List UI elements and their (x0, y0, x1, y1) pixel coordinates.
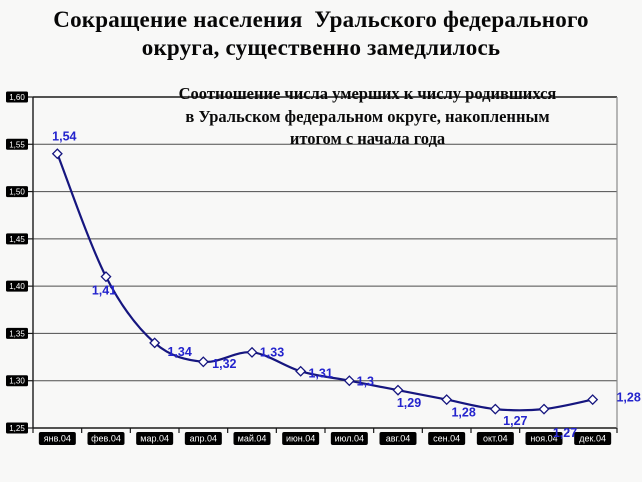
data-point-label: 1,27 (503, 414, 527, 428)
y-tick-label: 1,30 (9, 377, 25, 386)
x-tick-label-box (428, 432, 466, 445)
data-point-label: 1,54 (52, 130, 76, 144)
data-point-marker (149, 337, 161, 349)
data-point-marker (51, 148, 63, 160)
data-point-label: 1,32 (212, 357, 236, 371)
data-point-marker (489, 403, 501, 415)
x-tick-label-box (87, 432, 125, 445)
x-tick-label-box (184, 432, 222, 445)
x-tick-label: сен.04 (433, 434, 460, 444)
y-tick-label-box (6, 422, 28, 434)
x-tick-label-box (38, 432, 76, 445)
data-point-label: 1,28 (616, 391, 640, 405)
data-point-label: 1,31 (308, 366, 332, 380)
x-tick-label: дек.04 (579, 434, 606, 444)
x-tick-label: фев.04 (91, 434, 121, 444)
data-point-marker (246, 346, 258, 358)
data-point-marker (587, 394, 599, 406)
data-point-label: 1,28 (451, 406, 475, 420)
y-tick-label-box (6, 233, 28, 245)
x-tick-label: янв.04 (44, 434, 71, 444)
slide-title: Сокращение населения Уральского федераль… (0, 6, 642, 62)
y-tick-label-box (6, 280, 28, 292)
data-point-marker (343, 375, 355, 387)
data-point-label: 1,29 (397, 396, 421, 410)
y-tick-label-box (6, 327, 28, 339)
y-tick-label: 1,40 (9, 282, 25, 291)
x-tick-label-box (233, 432, 271, 445)
y-tick-label: 1,55 (9, 140, 25, 149)
x-tick-label-box (574, 432, 612, 445)
x-tick-label: июл.04 (335, 434, 364, 444)
data-point-label: 1,33 (260, 345, 284, 359)
y-tick-label: 1,35 (9, 329, 25, 338)
x-tick-label-box (525, 432, 563, 445)
data-point-marker (100, 271, 112, 283)
y-tick-label: 1,25 (9, 424, 25, 433)
x-tick-label: апр.04 (190, 434, 217, 444)
x-tick-label: мар.04 (140, 434, 169, 444)
x-tick-label: ноя.04 (530, 434, 557, 444)
data-point-marker (441, 394, 453, 406)
x-tick-label: май.04 (238, 434, 267, 444)
data-point-marker (295, 365, 307, 377)
x-tick-label-box (136, 432, 174, 445)
x-tick-label-box (282, 432, 320, 445)
x-tick-label-box (379, 432, 417, 445)
y-tick-label-box (6, 375, 28, 387)
x-tick-label: июн.04 (286, 434, 315, 444)
y-tick-label: 1,60 (9, 93, 25, 102)
data-point-marker (538, 403, 550, 415)
y-tick-label: 1,45 (9, 235, 25, 244)
y-tick-label: 1,50 (9, 188, 25, 197)
data-point-label: 1,41 (92, 284, 116, 298)
x-tick-label-box (476, 432, 514, 445)
slide-title-line-1: Сокращение населения Уральского федераль… (53, 7, 589, 32)
y-tick-label-box (6, 138, 28, 150)
x-tick-label-box (330, 432, 368, 445)
data-point-marker (197, 356, 209, 368)
data-point-marker (392, 384, 404, 396)
y-tick-label-box (6, 91, 28, 103)
x-tick-label: авг.04 (386, 434, 410, 444)
y-tick-label-box (6, 186, 28, 198)
x-tick-label: окт.04 (483, 434, 508, 444)
slide-title-line-2: округа, существенно замедлилось (141, 35, 501, 60)
data-point-label: 1,27 (553, 426, 577, 440)
data-point-label: 1,3 (357, 375, 374, 389)
data-point-label: 1,34 (167, 345, 191, 359)
